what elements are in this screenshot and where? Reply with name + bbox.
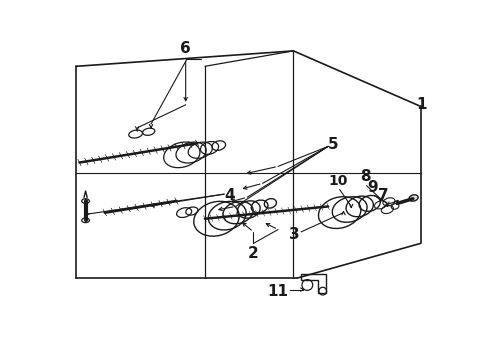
Text: 7: 7 [378, 188, 389, 203]
Text: 5: 5 [328, 137, 339, 152]
Text: 10: 10 [328, 174, 348, 188]
Text: 8: 8 [360, 169, 370, 184]
Text: 9: 9 [368, 180, 378, 195]
Text: 3: 3 [289, 227, 300, 242]
Ellipse shape [409, 195, 418, 201]
Text: 4: 4 [224, 188, 235, 203]
Text: 1: 1 [416, 97, 427, 112]
Text: 6: 6 [180, 41, 191, 55]
Text: 2: 2 [248, 247, 259, 261]
Text: 11: 11 [267, 284, 288, 299]
